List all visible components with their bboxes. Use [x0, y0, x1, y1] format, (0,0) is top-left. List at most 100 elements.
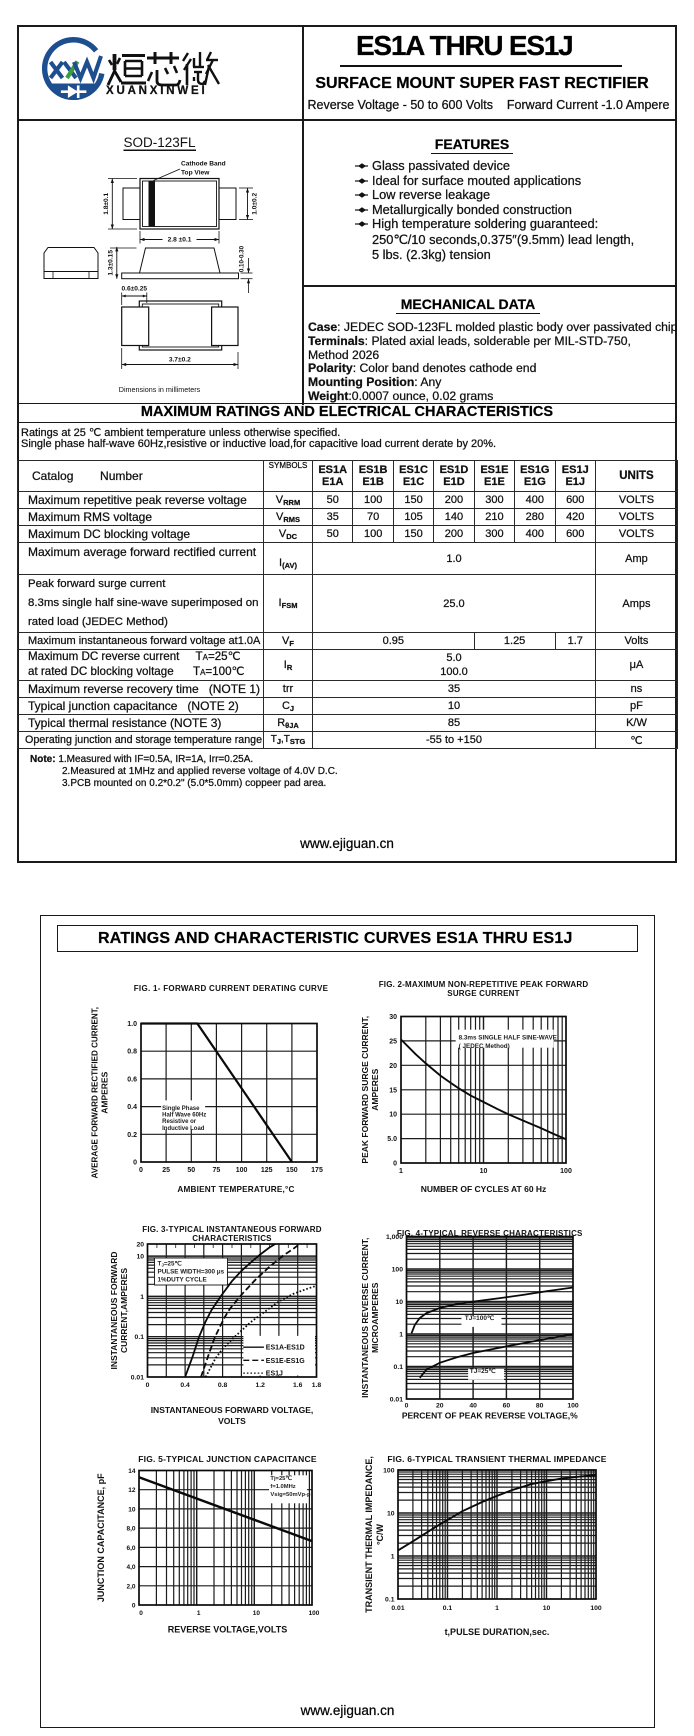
- svg-text:0.6: 0.6: [127, 1076, 137, 1083]
- svg-text:4,0: 4,0: [126, 1564, 135, 1571]
- svg-text:50: 50: [187, 1167, 195, 1174]
- svg-text:1: 1: [391, 1554, 395, 1561]
- svg-text:REVERSE VOLTAGE,VOLTS: REVERSE VOLTAGE,VOLTS: [168, 1625, 288, 1635]
- svg-text:Vsig=50mVp-p: Vsig=50mVp-p: [270, 1492, 311, 1498]
- svg-text:100: 100: [560, 1168, 572, 1175]
- svg-text:20: 20: [136, 1242, 144, 1249]
- svg-text:INSTANTANEOUS REVERSE CURRENT,: INSTANTANEOUS REVERSE CURRENT,: [360, 1238, 370, 1398]
- svg-text:1.6: 1.6: [293, 1382, 303, 1389]
- svg-text:6,0: 6,0: [126, 1545, 135, 1552]
- svg-text:Inductive Load: Inductive Load: [162, 1126, 205, 1132]
- svg-text:0: 0: [393, 1161, 397, 1168]
- svg-text:40: 40: [469, 1403, 477, 1410]
- svg-text:2.8 ±0.1: 2.8 ±0.1: [168, 237, 192, 244]
- svg-text:10: 10: [128, 1506, 136, 1513]
- svg-text:25: 25: [389, 1038, 397, 1045]
- svg-text:0.1: 0.1: [135, 1334, 145, 1341]
- svg-text:INSTANTANEOUS FORWARD VOLTAGE,: INSTANTANEOUS FORWARD VOLTAGE,: [151, 1405, 314, 1415]
- svg-text:1: 1: [399, 1332, 403, 1339]
- svg-text:10: 10: [253, 1610, 261, 1617]
- svg-text:Resistive or: Resistive or: [162, 1119, 197, 1125]
- svg-text:1: 1: [140, 1294, 144, 1301]
- svg-text:10: 10: [395, 1299, 403, 1306]
- svg-text:Single Phase: Single Phase: [162, 1106, 200, 1112]
- svg-text:ES1E-ES1G: ES1E-ES1G: [266, 1358, 305, 1365]
- svg-text:0: 0: [405, 1403, 409, 1410]
- svg-text:0: 0: [133, 1160, 137, 1167]
- svg-text:0.2: 0.2: [127, 1132, 137, 1139]
- svg-text:1.0±0.2: 1.0±0.2: [252, 192, 259, 214]
- svg-text:1.8±0.1: 1.8±0.1: [103, 192, 110, 214]
- svg-text:PEAK FORWARD SURGE CURRENT,: PEAK FORWARD SURGE CURRENT,: [360, 1016, 370, 1164]
- svg-text:CHARACTERISTICS: CHARACTERISTICS: [192, 1234, 272, 1243]
- svg-text:30: 30: [389, 1014, 397, 1021]
- svg-text:0.4: 0.4: [180, 1382, 190, 1389]
- svg-text:°C/W: °C/W: [375, 1523, 385, 1545]
- svg-text:8,0: 8,0: [126, 1526, 135, 1533]
- svg-text:TRANSIENT THERMAL IMPEDANCE,: TRANSIENT THERMAL IMPEDANCE,: [364, 1456, 374, 1613]
- svg-text:100: 100: [392, 1267, 404, 1274]
- svg-text:5.0: 5.0: [387, 1136, 397, 1143]
- svg-text:0.1: 0.1: [443, 1605, 453, 1612]
- svg-text:FIG. 3-TYPICAL INSTANTANEOUS F: FIG. 3-TYPICAL INSTANTANEOUS FORWARD: [142, 1225, 322, 1234]
- svg-text:Tj=25℃: Tj=25℃: [270, 1475, 292, 1482]
- svg-text:0.01: 0.01: [391, 1605, 404, 1612]
- svg-text:Top View: Top View: [181, 170, 210, 177]
- svg-text:PULSE WIDTH=300 μs: PULSE WIDTH=300 μs: [158, 1269, 225, 1276]
- svg-text:( JEDEC Method): ( JEDEC Method): [459, 1043, 510, 1050]
- svg-text:10: 10: [389, 1112, 397, 1119]
- svg-text:100: 100: [590, 1605, 602, 1612]
- svg-text:1.0: 1.0: [127, 1021, 137, 1028]
- svg-text:125: 125: [261, 1167, 273, 1174]
- svg-text:0: 0: [132, 1603, 136, 1610]
- svg-text:AMBIENT TEMPERATURE,°C: AMBIENT TEMPERATURE,°C: [177, 1185, 294, 1194]
- svg-text:ES1A-ES1D: ES1A-ES1D: [266, 1345, 305, 1352]
- svg-text:10: 10: [387, 1511, 395, 1518]
- svg-text:NUMBER OF CYCLES AT 60 Hz: NUMBER OF CYCLES AT 60 Hz: [421, 1184, 547, 1194]
- svg-text:SURGE CURRENT: SURGE CURRENT: [447, 989, 519, 998]
- svg-text:JUNCTION CAPACITANCE, pF: JUNCTION CAPACITANCE, pF: [96, 1473, 106, 1602]
- svg-text:100: 100: [567, 1403, 579, 1410]
- svg-text:14: 14: [128, 1468, 136, 1475]
- svg-text:0.8: 0.8: [218, 1382, 228, 1389]
- svg-text:FIG. 1- FORWARD CURRENT DERATI: FIG. 1- FORWARD CURRENT DERATING CURVE: [134, 984, 329, 993]
- svg-text:0.01: 0.01: [390, 1397, 403, 1404]
- svg-text:8.3ms SINGLE HALF SINE-WAVE: 8.3ms SINGLE HALF SINE-WAVE: [459, 1034, 557, 1041]
- svg-text:20: 20: [436, 1403, 444, 1410]
- svg-text:20: 20: [389, 1063, 397, 1070]
- svg-text:AVERAGE FORWARD RECTIFIED CURR: AVERAGE FORWARD RECTIFIED CURRENT,: [91, 1007, 100, 1178]
- svg-text:175: 175: [311, 1167, 323, 1174]
- svg-text:ES1J: ES1J: [266, 1371, 283, 1378]
- svg-text:CURRENT,AMPERES: CURRENT,AMPERES: [119, 1268, 129, 1353]
- svg-text:AMPERES: AMPERES: [370, 1068, 380, 1110]
- svg-text:1: 1: [197, 1610, 201, 1617]
- svg-text:AMPERES: AMPERES: [100, 1071, 110, 1113]
- svg-text:3.7±0.2: 3.7±0.2: [169, 357, 191, 364]
- svg-text:INSTANTANEOUS FORWARD: INSTANTANEOUS FORWARD: [109, 1251, 119, 1369]
- svg-text:2,0: 2,0: [126, 1583, 135, 1590]
- svg-text:PERCENT OF PEAK REVERSE VOLTAG: PERCENT OF PEAK REVERSE VOLTAGE,%: [402, 1411, 578, 1421]
- svg-text:VOLTS: VOLTS: [218, 1416, 246, 1426]
- svg-text:0.10-0.30: 0.10-0.30: [239, 245, 246, 272]
- svg-text:0: 0: [146, 1382, 150, 1389]
- svg-text:100: 100: [383, 1468, 395, 1475]
- svg-text:80: 80: [536, 1403, 544, 1410]
- svg-text:1%DUTY CYCLE: 1%DUTY CYCLE: [158, 1277, 207, 1284]
- svg-text:0.8: 0.8: [127, 1049, 137, 1056]
- svg-text:25: 25: [162, 1167, 170, 1174]
- svg-text:0: 0: [139, 1610, 143, 1617]
- svg-text:1,000: 1,000: [386, 1234, 403, 1241]
- svg-text:0.1: 0.1: [394, 1364, 404, 1371]
- svg-text:1.8: 1.8: [312, 1382, 322, 1389]
- svg-text:FIG. 2-MAXIMUM NON-REPETITIVE: FIG. 2-MAXIMUM NON-REPETITIVE PEAK FORWA…: [379, 980, 589, 989]
- svg-text:1: 1: [399, 1168, 403, 1175]
- svg-text:Cathode Band: Cathode Band: [181, 161, 226, 168]
- svg-text:10: 10: [543, 1605, 551, 1612]
- svg-text:100: 100: [309, 1610, 320, 1617]
- svg-text:0.01: 0.01: [131, 1375, 144, 1382]
- svg-text:150: 150: [286, 1167, 298, 1174]
- svg-text:0.6±0.25: 0.6±0.25: [121, 286, 147, 293]
- svg-text:Dimensions in millimeters: Dimensions in millimeters: [119, 385, 201, 394]
- svg-text:0.1: 0.1: [385, 1597, 395, 1604]
- svg-text:MICROAMPERES: MICROAMPERES: [370, 1282, 380, 1353]
